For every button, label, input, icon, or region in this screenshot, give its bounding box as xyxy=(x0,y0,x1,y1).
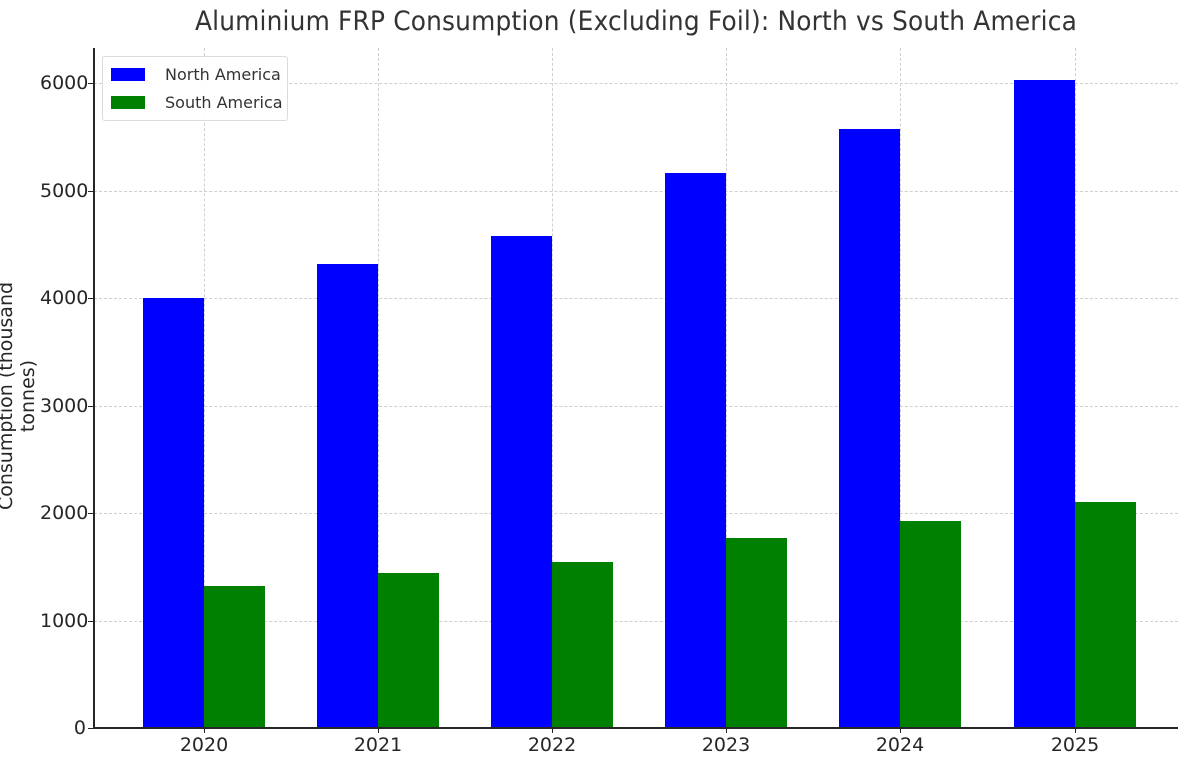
north-america-bar-2023 xyxy=(665,173,726,728)
h-gridline xyxy=(94,620,1178,622)
north-america-bar-2020 xyxy=(143,298,204,728)
x-tick-mark xyxy=(900,728,901,733)
v-gridline xyxy=(1075,48,1076,728)
south-america-bar-2025 xyxy=(1075,502,1136,728)
x-tick-mark xyxy=(552,728,553,733)
chart-title: Aluminium FRP Consumption (Excluding Foi… xyxy=(194,6,1078,37)
x-tick-label: 2020 xyxy=(179,734,229,756)
x-tick-mark xyxy=(726,728,727,733)
south-america-bar-2021 xyxy=(378,573,439,728)
y-tick-label: 5000 xyxy=(40,179,89,202)
y-tick-label: 3000 xyxy=(40,394,89,417)
north-america-bar-2022 xyxy=(491,235,552,728)
v-gridline xyxy=(726,48,727,728)
legend: North America South America xyxy=(102,56,288,121)
y-tick-mark xyxy=(88,298,94,299)
y-axis-line xyxy=(93,48,95,729)
v-gridline xyxy=(378,48,379,728)
y-tick-mark xyxy=(88,620,94,622)
y-tick-mark xyxy=(88,513,94,514)
x-tick-label: 2022 xyxy=(527,734,577,756)
south-america-bar-2022 xyxy=(552,562,613,728)
x-tick-label: 2021 xyxy=(353,734,403,756)
legend-label: South America xyxy=(165,92,283,112)
south-america-swatch xyxy=(111,95,145,109)
north-america-bar-2024 xyxy=(839,129,900,728)
x-tick-mark xyxy=(378,728,379,733)
y-tick-label: 4000 xyxy=(40,287,89,309)
y-tick-mark xyxy=(88,83,94,84)
x-axis-line xyxy=(93,727,1178,729)
x-tick-label: 2025 xyxy=(1050,734,1100,756)
h-gridline xyxy=(94,405,1178,407)
south-america-bar-2020 xyxy=(204,586,265,728)
v-gridline xyxy=(552,48,553,728)
x-tick-mark xyxy=(204,728,205,733)
y-axis-label: Consumption (thousand tonnes) xyxy=(0,281,39,511)
legend-label: North America xyxy=(165,64,281,84)
x-tick-mark xyxy=(1075,728,1076,733)
y-tick-label: 1000 xyxy=(40,609,89,632)
south-america-bar-2023 xyxy=(726,537,787,728)
y-tick-mark xyxy=(88,190,94,192)
h-gridline xyxy=(94,83,1178,84)
north-america-bar-2025 xyxy=(1014,79,1075,728)
south-america-bar-2024 xyxy=(900,520,961,728)
x-tick-label: 2023 xyxy=(701,734,751,756)
v-gridline xyxy=(204,48,205,728)
north-america-bar-2021 xyxy=(317,263,378,728)
y-tick-label: 0 xyxy=(73,717,86,739)
legend-item-south-america: South America xyxy=(111,92,283,112)
v-gridline xyxy=(900,48,901,728)
y-tick-label: 6000 xyxy=(40,72,89,94)
x-tick-label: 2024 xyxy=(875,734,925,756)
y-tick-label: 2000 xyxy=(40,502,89,524)
y-tick-mark xyxy=(88,728,94,729)
plot-area xyxy=(94,48,1178,728)
h-gridline xyxy=(94,190,1178,192)
legend-item-north-america: North America xyxy=(111,64,281,84)
north-america-swatch xyxy=(111,67,145,81)
y-tick-mark xyxy=(88,405,94,407)
h-gridline xyxy=(94,298,1178,299)
h-gridline xyxy=(94,513,1178,514)
